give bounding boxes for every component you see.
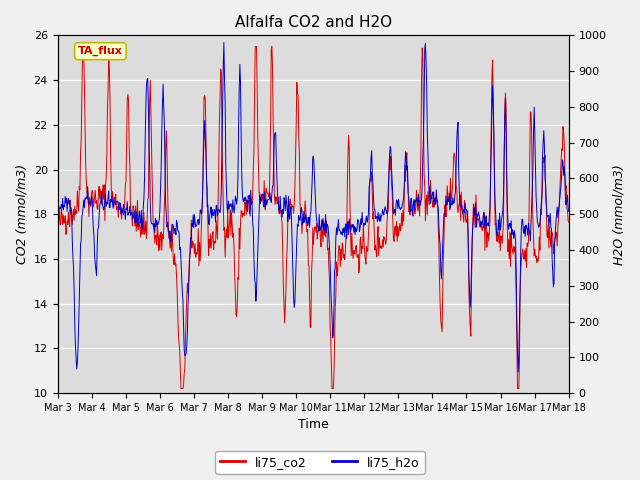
X-axis label: Time: Time — [298, 419, 328, 432]
Text: TA_flux: TA_flux — [78, 46, 123, 56]
Legend: li75_co2, li75_h2o: li75_co2, li75_h2o — [215, 451, 425, 474]
Y-axis label: H2O (mmol/m3): H2O (mmol/m3) — [612, 164, 625, 264]
Y-axis label: CO2 (mmol/m3): CO2 (mmol/m3) — [15, 164, 28, 264]
Title: Alfalfa CO2 and H2O: Alfalfa CO2 and H2O — [235, 15, 392, 30]
